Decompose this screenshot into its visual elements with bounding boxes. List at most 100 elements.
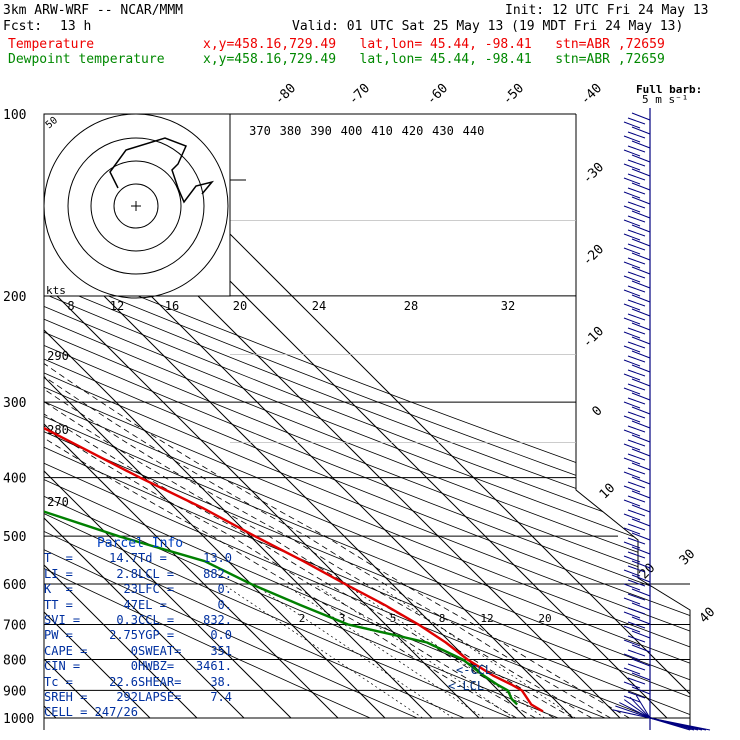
hodograph-units: kts (46, 284, 66, 297)
hodograph-ring-label: 20 (233, 299, 247, 313)
parcel-info-value: 0 (130, 659, 138, 674)
parcel-info-key: CCL = (138, 613, 175, 628)
wind-barb (627, 355, 646, 363)
parcel-info-key: LAPSE= (138, 690, 182, 705)
wind-barb (623, 611, 641, 619)
parcel-info-key: Td = (138, 551, 167, 566)
parcel-info-value: 47 (123, 597, 138, 612)
dry-adiabat-line (44, 114, 371, 719)
mixing-ratio-label: 3 (339, 612, 346, 625)
wind-barb (627, 229, 646, 237)
wind-barb (623, 233, 641, 241)
isotherm-label: -50 (500, 81, 527, 108)
mixing-ratio-line (375, 583, 576, 719)
parcel-info-value: 22.6 (109, 674, 138, 689)
wind-barb (631, 140, 651, 149)
theta-label: 440 (463, 124, 485, 138)
wind-barb (627, 509, 646, 517)
wind-barb (631, 266, 651, 275)
wind-barb (623, 163, 641, 171)
dewpoint-info: x,y=458.16,729.49 lat,lon= 45.44, -98.41… (203, 52, 665, 67)
pressure-tick-label: 500 (3, 530, 26, 545)
wind-barb (623, 527, 641, 535)
parcel-info-value: 7.4 (210, 690, 232, 705)
theta-label: 420 (402, 124, 424, 138)
wind-barb (631, 518, 651, 527)
wind-barb (631, 168, 651, 177)
wind-barb (627, 523, 646, 531)
wind-barb (627, 187, 646, 195)
temperature-profile (44, 114, 544, 713)
wind-barb (623, 219, 641, 227)
hodograph-ring (113, 183, 159, 229)
parcel-info-key: CIN = (44, 659, 81, 674)
parcel-info-key: CELL = (44, 705, 88, 720)
dry-adiabat-line (44, 114, 690, 719)
wind-barb (631, 658, 651, 667)
hodograph-frame (43, 113, 231, 297)
wind-barb (627, 663, 646, 671)
mixing-ratio-line (222, 583, 423, 719)
wind-barb (627, 537, 646, 545)
wind-barb (631, 336, 651, 345)
model-title: 3km ARW-WRF -- NCAR/MMM (3, 3, 184, 18)
parcel-info-value: 0.3 (116, 613, 138, 628)
wind-barb (623, 555, 641, 563)
mixing-ratio-line (253, 583, 454, 719)
parcel-info-key: SHEAR= (138, 674, 182, 689)
theta-low-label: 290 (47, 349, 69, 363)
isotherm-label: -10 (580, 324, 607, 351)
wind-barb (631, 224, 651, 233)
wind-barb (623, 135, 641, 143)
frame-right (575, 114, 691, 730)
wind-barb (619, 702, 651, 719)
dry-adiabat-line (44, 114, 690, 719)
wind-barb (623, 625, 641, 633)
wind-barb (631, 672, 651, 681)
wind-barb (631, 504, 651, 513)
wind-barb (629, 696, 651, 719)
wind-barb (631, 112, 651, 121)
wind-barb (627, 439, 646, 447)
wind-barb (631, 588, 651, 597)
parcel-info-key: Tc = (44, 674, 73, 689)
wind-barb (627, 481, 646, 489)
parcel-info-key: HWBZ= (138, 659, 175, 674)
wind-barb (623, 681, 641, 689)
wind-barb (627, 649, 646, 657)
wind-barb (623, 303, 641, 311)
wind-barb (627, 607, 646, 615)
parcel-info-value: 351 (210, 643, 232, 658)
parcel-info-key: LCL = (138, 566, 175, 581)
isotherm-line (44, 114, 386, 719)
isotherm-line (44, 114, 339, 719)
mixing-ratio-label: 8 (439, 612, 446, 625)
mixing-ratio-label: 20 (538, 612, 551, 625)
dry-adiabat-line (44, 114, 690, 719)
wind-barb (623, 247, 641, 255)
fcst-label: Fcst: (3, 19, 43, 34)
wind-barb (623, 191, 641, 199)
wind-barb (627, 593, 646, 601)
dry-adiabat-line (44, 114, 690, 719)
wind-barb (627, 411, 646, 419)
hodograph-ring-label: 16 (165, 299, 179, 313)
wind-barb (627, 201, 646, 209)
parcel-info-value (184, 705, 232, 720)
parcel-info-key: SWEAT= (138, 643, 182, 658)
hodograph-ring-label: 24 (312, 299, 326, 313)
wind-barb (623, 513, 641, 521)
barb-legend-title: Full barb: (636, 83, 702, 96)
wind-barb (623, 583, 641, 591)
wind-barb (623, 345, 641, 353)
parcel-info-key: LFC = (138, 582, 175, 597)
wind-barb (627, 635, 646, 643)
parcel-info-key: PW = (44, 628, 73, 643)
parcel-info-row: TT = 47 EL = 0. (44, 598, 236, 613)
parcel-info-value: 23 (123, 582, 138, 597)
wind-barb (631, 126, 651, 135)
wind-barb (627, 313, 646, 321)
wind-barb (623, 457, 641, 465)
wind-barb (631, 448, 651, 457)
parcel-info-key: EL = (138, 597, 167, 612)
